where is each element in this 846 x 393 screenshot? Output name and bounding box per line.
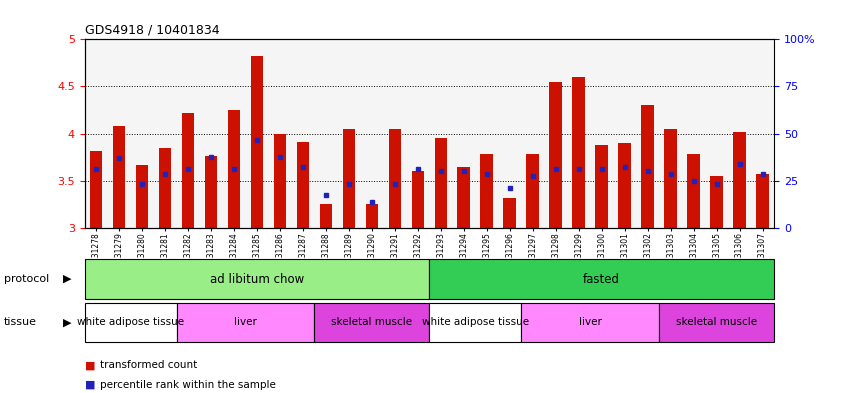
Bar [315,303,429,342]
Bar [435,138,448,228]
Bar [135,165,148,228]
Bar [429,303,521,342]
Bar [458,167,470,228]
Bar [250,56,263,228]
Bar [664,129,677,228]
Bar [113,126,125,228]
Text: ■: ■ [85,360,95,371]
Bar [481,154,493,228]
Text: protocol: protocol [4,274,49,284]
Bar [343,129,355,228]
Text: ▶: ▶ [63,317,72,327]
Text: liver: liver [579,317,602,327]
Bar [388,129,401,228]
Text: liver: liver [234,317,257,327]
Text: ■: ■ [85,380,95,390]
Bar [641,105,654,228]
Bar [573,77,585,228]
Bar [85,259,429,299]
Bar [618,143,631,228]
Bar [659,303,774,342]
Bar [596,145,608,228]
Bar [503,198,516,228]
Bar [297,142,310,228]
Text: skeletal muscle: skeletal muscle [676,317,757,327]
Bar [228,110,240,228]
Text: ▶: ▶ [63,274,72,284]
Bar [521,303,659,342]
Bar [365,204,378,228]
Bar [756,174,769,228]
Bar [733,132,746,228]
Text: skeletal muscle: skeletal muscle [332,317,413,327]
Bar [273,134,286,228]
Text: ad libitum chow: ad libitum chow [210,272,304,286]
Bar [411,171,424,228]
Bar [549,82,562,228]
Bar [320,204,332,228]
Text: percentile rank within the sample: percentile rank within the sample [100,380,276,390]
Text: tissue: tissue [4,317,37,327]
Bar [711,176,723,228]
Bar [205,156,217,228]
Bar [90,151,102,228]
Text: transformed count: transformed count [100,360,197,371]
Text: white adipose tissue: white adipose tissue [422,317,529,327]
Bar [687,154,700,228]
Bar [159,148,172,228]
Text: white adipose tissue: white adipose tissue [77,317,184,327]
Bar [85,303,177,342]
Text: fasted: fasted [583,272,620,286]
Bar [526,154,539,228]
Text: GDS4918 / 10401834: GDS4918 / 10401834 [85,24,219,37]
Bar [429,259,774,299]
Bar [177,303,315,342]
Bar [182,113,195,228]
